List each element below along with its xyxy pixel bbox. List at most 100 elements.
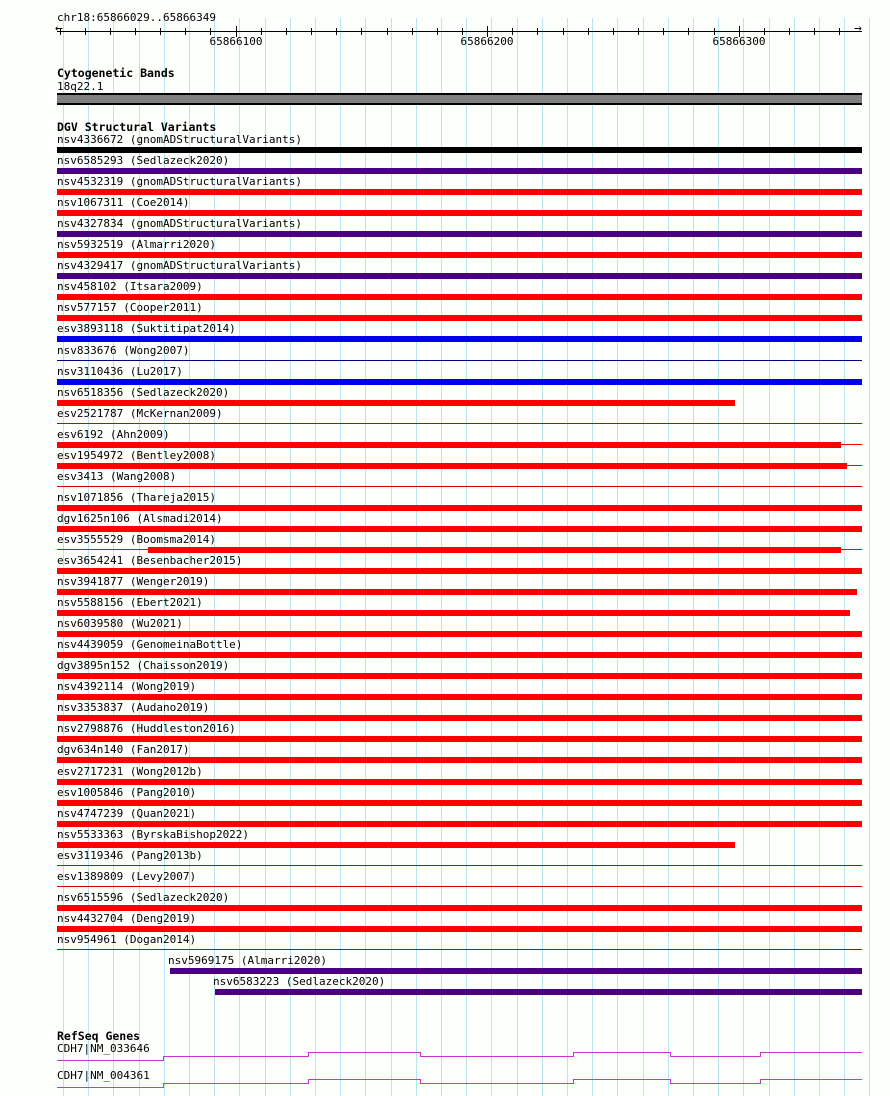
variant-bar[interactable] xyxy=(57,926,862,932)
gene-exon-segment[interactable] xyxy=(700,1056,760,1057)
gene-exon-segment[interactable] xyxy=(163,1083,195,1084)
gene-exon-segment[interactable] xyxy=(118,1087,163,1088)
variant-bar[interactable] xyxy=(57,189,862,195)
variant-bar[interactable] xyxy=(148,547,841,553)
variant-bar[interactable] xyxy=(57,905,862,911)
ruler-tick xyxy=(638,28,639,35)
variant-bar[interactable] xyxy=(57,715,862,721)
variant-thin-line[interactable] xyxy=(57,486,862,487)
gene-exon-segment[interactable] xyxy=(790,1079,862,1080)
variant-bar[interactable] xyxy=(57,568,862,574)
gene-exon-segment[interactable] xyxy=(790,1052,862,1053)
variant-bar[interactable] xyxy=(57,147,862,153)
gridline xyxy=(693,18,694,1096)
gridline xyxy=(340,18,341,1096)
gene-exon-segment[interactable] xyxy=(600,1052,670,1053)
ruler-tick xyxy=(437,28,438,35)
gridline xyxy=(542,18,543,1096)
variant-bar[interactable] xyxy=(57,779,862,785)
gene-exon-segment[interactable] xyxy=(57,1087,118,1088)
cytoband-bar[interactable] xyxy=(57,95,862,103)
gene-exon-segment[interactable] xyxy=(335,1052,420,1053)
variant-bar[interactable] xyxy=(215,989,862,995)
gene-label: CDH7|NM_004361 xyxy=(57,1069,150,1082)
variant-bar[interactable] xyxy=(57,231,862,237)
variant-tail-line xyxy=(847,465,862,466)
gridline xyxy=(315,18,316,1096)
gene-exon-segment[interactable] xyxy=(573,1052,600,1053)
gene-exon-segment[interactable] xyxy=(335,1079,420,1080)
variant-bar[interactable] xyxy=(57,800,862,806)
variant-label: nsv4532319 (gnomADStructuralVariants) xyxy=(57,175,303,188)
variant-bar[interactable] xyxy=(57,463,847,469)
variant-bar[interactable] xyxy=(57,505,862,511)
ruler-tick xyxy=(764,28,765,35)
variant-bar[interactable] xyxy=(57,652,862,658)
section-title-dgv-structural-variants: DGV Structural Variants xyxy=(57,120,217,134)
variant-label: nsv4336672 (gnomADStructuralVariants) xyxy=(57,133,303,146)
gene-exon-segment[interactable] xyxy=(195,1083,308,1084)
ruler-coordinate-label: 65866300 xyxy=(712,35,766,48)
gene-exon-segment[interactable] xyxy=(308,1052,335,1053)
ruler-tick xyxy=(361,28,362,35)
variant-bar[interactable] xyxy=(57,526,862,532)
variant-thin-line[interactable] xyxy=(57,423,862,424)
variant-thin-line[interactable] xyxy=(57,865,862,866)
gene-exon-segment[interactable] xyxy=(600,1079,670,1080)
gene-intron-riser xyxy=(308,1052,309,1057)
ruler-tick xyxy=(462,28,463,35)
ruler-tick xyxy=(613,28,614,35)
variant-bar[interactable] xyxy=(57,757,862,763)
gene-exon-segment[interactable] xyxy=(118,1060,163,1061)
variant-bar[interactable] xyxy=(57,610,850,616)
variant-bar[interactable] xyxy=(57,294,862,300)
gridline xyxy=(592,18,593,1096)
variant-bar[interactable] xyxy=(57,589,857,595)
gene-exon-segment[interactable] xyxy=(195,1056,308,1057)
gene-exon-segment[interactable] xyxy=(420,1056,452,1057)
variant-thin-line[interactable] xyxy=(57,886,862,887)
gridline xyxy=(844,18,845,1096)
variant-thin-line[interactable] xyxy=(57,360,862,361)
variant-bar[interactable] xyxy=(57,631,862,637)
gridline xyxy=(617,18,618,1096)
gene-exon-segment[interactable] xyxy=(670,1056,700,1057)
ruler-tick xyxy=(387,28,388,35)
variant-bar[interactable] xyxy=(57,694,862,700)
gene-exon-segment[interactable] xyxy=(452,1056,573,1057)
gene-exon-segment[interactable] xyxy=(452,1083,573,1084)
variant-thin-line[interactable] xyxy=(57,949,862,950)
gene-exon-segment[interactable] xyxy=(57,1060,118,1061)
variant-bar[interactable] xyxy=(57,252,862,258)
variant-label: esv1005846 (Pang2010) xyxy=(57,786,197,799)
gene-exon-segment[interactable] xyxy=(700,1083,760,1084)
variant-bar[interactable] xyxy=(57,336,862,342)
variant-bar[interactable] xyxy=(57,315,862,321)
variant-bar[interactable] xyxy=(57,821,862,827)
variant-bar[interactable] xyxy=(170,968,862,974)
gene-exon-segment[interactable] xyxy=(308,1079,335,1080)
gene-exon-segment[interactable] xyxy=(760,1079,790,1080)
variant-bar[interactable] xyxy=(57,168,862,174)
ruler-left-arrow-icon[interactable]: ← xyxy=(55,21,63,36)
variant-bar[interactable] xyxy=(57,442,841,448)
gene-exon-segment[interactable] xyxy=(573,1079,600,1080)
ruler-right-arrow-icon[interactable]: → xyxy=(854,21,862,36)
variant-bar[interactable] xyxy=(57,210,862,216)
cytoband-top-border xyxy=(57,93,862,95)
ruler-tick xyxy=(336,28,337,35)
gene-exon-segment[interactable] xyxy=(420,1083,452,1084)
variant-bar[interactable] xyxy=(57,400,735,406)
gridline xyxy=(794,18,795,1096)
gene-exon-segment[interactable] xyxy=(163,1056,195,1057)
gene-exon-segment[interactable] xyxy=(670,1083,700,1084)
gene-exon-segment[interactable] xyxy=(760,1052,790,1053)
ruler-major-tick xyxy=(236,26,237,37)
variant-bar[interactable] xyxy=(57,379,862,385)
locus-label: chr18:65866029..65866349 xyxy=(57,11,216,24)
gene-intron-riser xyxy=(420,1079,421,1084)
variant-bar[interactable] xyxy=(57,736,862,742)
variant-bar[interactable] xyxy=(57,673,862,679)
variant-bar[interactable] xyxy=(57,273,862,279)
variant-bar[interactable] xyxy=(57,842,735,848)
